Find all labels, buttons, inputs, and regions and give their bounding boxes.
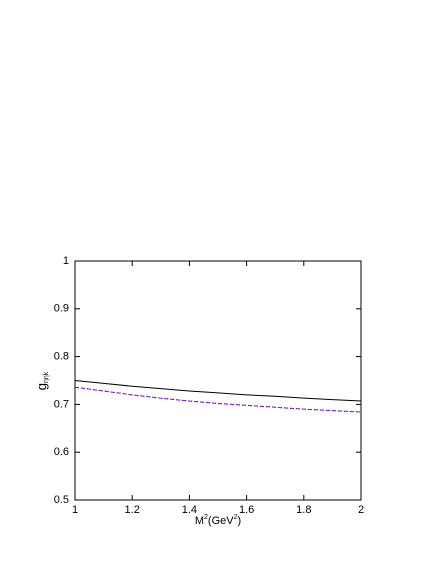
plot-frame bbox=[74, 260, 362, 501]
series-line bbox=[74, 380, 362, 402]
x-tick-label: 1.4 bbox=[182, 504, 197, 516]
x-tick-label: 1.2 bbox=[125, 504, 140, 516]
x-tick-label: 1.8 bbox=[296, 504, 311, 516]
y-axis-label: gηηk bbox=[34, 371, 49, 390]
series-line bbox=[74, 386, 362, 413]
y-tick-label: 0.6 bbox=[54, 446, 69, 458]
y-tick-label: 0.7 bbox=[54, 398, 69, 410]
x-tick-label: 2 bbox=[358, 504, 364, 516]
y-tick-label: 0.9 bbox=[54, 303, 69, 315]
x-axis-label: M2(GeV2) bbox=[195, 514, 241, 527]
x-tick-label: 1 bbox=[72, 504, 78, 516]
y-tick-label: 0.5 bbox=[54, 494, 69, 506]
y-tick-label: 1 bbox=[63, 255, 69, 267]
y-tick-label: 0.8 bbox=[54, 351, 69, 363]
series-line bbox=[74, 386, 362, 413]
x-tick-label: 1.6 bbox=[239, 504, 254, 516]
